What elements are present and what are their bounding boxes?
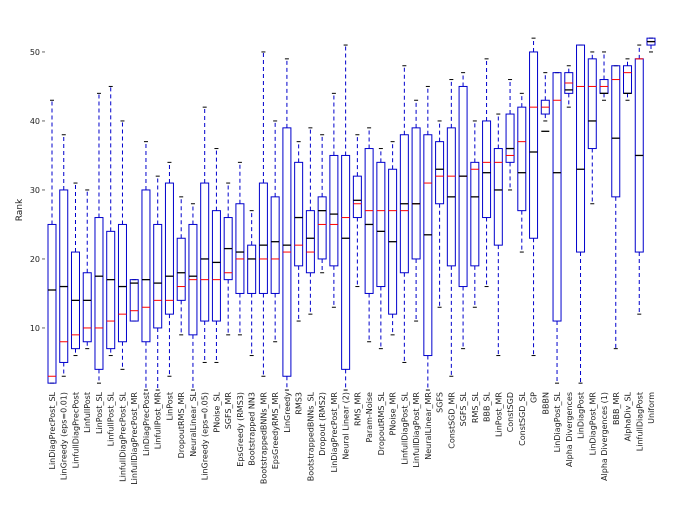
- box: [59, 189, 69, 363]
- x-tick-label: ConstSGD_SL: [518, 391, 527, 445]
- box: [552, 72, 562, 322]
- x-tick-label: SGFS_MR: [224, 392, 233, 430]
- x-tick-label: LinfullDiagPost_MR: [412, 392, 421, 468]
- x-tick-label: LinDiagPrecPost_SL: [48, 391, 57, 469]
- box: [423, 134, 433, 357]
- x-tick-label: LinfullPost_SL: [107, 391, 116, 446]
- x-tick-label: LinDiagPost_MR: [588, 392, 597, 456]
- x-tick-label: Neural Linear (2): [342, 392, 351, 460]
- box: [341, 154, 351, 370]
- box: [611, 65, 621, 198]
- y-tick-label: 40: [30, 117, 40, 126]
- x-tick-label: Alpha Divergences (1): [600, 392, 609, 481]
- x-tick-label: RMS3: [295, 392, 304, 415]
- x-tick-label: Bootstrapped NN3: [248, 392, 257, 466]
- box: [247, 244, 257, 294]
- x-tick-label: NeuralLinear_SL: [189, 391, 198, 456]
- x-tick-label: GP: [530, 392, 539, 403]
- box: [153, 223, 163, 329]
- x-tick-label: LinDiagPost: [577, 392, 586, 439]
- x-tick-label: BBB_MR: [612, 392, 621, 425]
- box: [435, 141, 445, 205]
- x-tick-label: LinPost: [165, 392, 174, 421]
- x-tick-label: LinGreedy (eps=0.01): [60, 392, 69, 480]
- x-tick-label: LinGreedy (eps=0.05): [201, 392, 210, 480]
- box: [587, 58, 597, 150]
- y-tick-label: 30: [30, 186, 40, 195]
- box: [576, 44, 586, 253]
- box: [47, 223, 57, 384]
- x-tick-label: AlphaDiv_SL: [624, 391, 633, 441]
- y-tick-label: 10: [30, 324, 40, 333]
- x-tick-label: PNoise_SL: [212, 391, 221, 432]
- x-tick-label: Param-Noise: [365, 392, 374, 443]
- x-tick-label: Dropout (RMS2): [318, 392, 327, 456]
- box: [376, 161, 386, 288]
- x-tick-label: LinfullPost_MR: [154, 392, 163, 450]
- box: [411, 127, 421, 260]
- x-tick-label: LinGreedy: [283, 392, 292, 433]
- x-tick-label: BBBN: [541, 392, 550, 414]
- x-tick-label: LinfullPost: [83, 392, 92, 433]
- x-tick-label: LinfullDiagPrecPost_SL: [118, 391, 127, 481]
- box: [82, 272, 92, 343]
- x-tick-label: PNoise_MR: [389, 392, 398, 436]
- box: [94, 217, 104, 370]
- box: [294, 161, 304, 267]
- x-tick-label: LinfullDiagPost: [635, 392, 644, 451]
- x-tick-label: BootstrappedBNNs_SL: [306, 391, 315, 481]
- box: [493, 148, 503, 246]
- x-tick-label: SGFS_SL: [459, 391, 468, 426]
- x-tick-label: LinfullDiagPrecPost_MR: [130, 392, 139, 485]
- x-tick-label: Uniform: [647, 392, 656, 424]
- box: [529, 51, 539, 239]
- x-tick-label: BBB_SL: [483, 391, 492, 422]
- box: [364, 148, 374, 294]
- x-tick-label: LinPost_MR: [494, 392, 503, 437]
- y-tick-label: 20: [30, 255, 40, 264]
- box: [106, 230, 116, 350]
- box: [176, 237, 186, 301]
- box: [458, 85, 468, 288]
- x-tick-label: ConstSGD_MR: [447, 392, 456, 449]
- box: [517, 106, 527, 212]
- x-tick-label: EpsGreedy (RMS3): [236, 392, 245, 467]
- y-axis-label: Rank: [15, 198, 25, 221]
- x-tick-label: LinfullDiagPost_SL: [400, 391, 409, 464]
- box: [129, 279, 139, 322]
- x-tick-label: SGFS: [436, 392, 445, 413]
- x-tick-label: DropoutRMS_MR: [177, 392, 186, 459]
- y-tick-label: 50: [30, 48, 40, 57]
- box: [164, 182, 174, 315]
- box: [505, 113, 515, 163]
- x-tick-label: NeuralLinear_MR: [424, 392, 433, 460]
- x-tick-label: RMS_SL: [471, 391, 480, 423]
- box: [211, 210, 221, 322]
- x-tick-label: Alpha Divergences: [565, 392, 574, 467]
- box: [200, 182, 210, 322]
- x-tick-label: ConstSGD: [506, 392, 515, 432]
- x-tick-label: LinPost_SL: [95, 391, 104, 434]
- box: [352, 175, 362, 219]
- box: [305, 210, 315, 274]
- box: [623, 65, 633, 94]
- box: [482, 120, 492, 219]
- x-tick-label: LinfullDiagPrecPost: [71, 392, 80, 468]
- x-tick-label: LinDiagPost_SL: [553, 391, 562, 452]
- x-tick-label: DropoutRMS_SL: [377, 391, 386, 455]
- box: [141, 189, 151, 343]
- box: [258, 182, 268, 294]
- box: [470, 161, 480, 267]
- x-tick-label: RMS_MR: [353, 392, 362, 426]
- x-tick-label: LinDiagPrecPost: [142, 392, 151, 456]
- box: [317, 196, 327, 260]
- box: [235, 203, 245, 294]
- x-tick-label: BootstrappedBNNs_MR: [259, 392, 268, 485]
- box: [329, 154, 339, 267]
- box: [270, 196, 280, 294]
- x-tick-label: EpsGreedyRMS_MR: [271, 392, 280, 470]
- box: [117, 223, 127, 343]
- x-tick-label: LinDiagPrecPost_MR: [330, 392, 339, 473]
